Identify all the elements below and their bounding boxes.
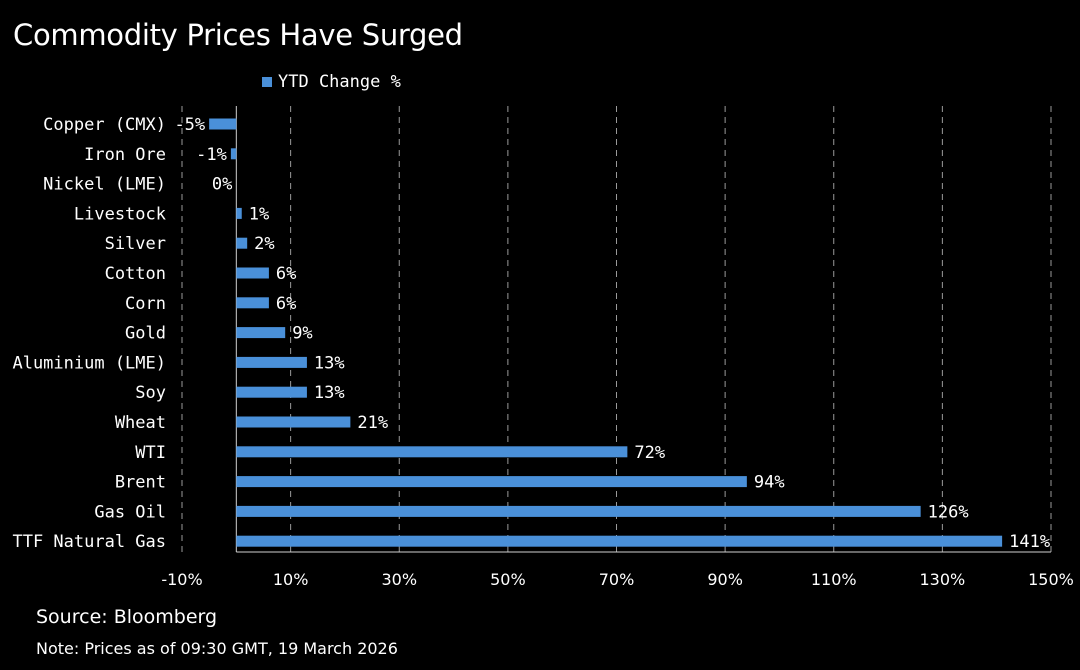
category-label: Nickel (LME) — [43, 175, 166, 195]
chart-legend: YTD Change % — [262, 72, 401, 92]
category-label: Soy — [135, 383, 166, 403]
chart-title: Commodity Prices Have Surged — [13, 18, 463, 52]
data-label: 21% — [357, 413, 388, 433]
category-label: Copper (CMX) — [43, 115, 166, 135]
category-label: Cotton — [105, 264, 166, 284]
bar — [236, 446, 628, 458]
data-label: 6% — [276, 294, 296, 314]
data-label: 94% — [754, 473, 785, 493]
x-tick-label: 30% — [381, 570, 417, 589]
bar — [236, 207, 242, 219]
category-label: Gas Oil — [94, 502, 166, 522]
bar — [236, 535, 1003, 547]
data-label: 126% — [928, 502, 969, 522]
x-tick-label: 10% — [273, 570, 309, 589]
data-label: 13% — [314, 353, 345, 373]
data-label: -5% — [174, 115, 205, 135]
x-tick-label: 70% — [599, 570, 635, 589]
bar — [230, 148, 237, 160]
legend-label: YTD Change % — [278, 72, 401, 92]
data-label: 141% — [1009, 532, 1050, 552]
category-label: Aluminium (LME) — [12, 353, 166, 373]
category-label: Wheat — [115, 413, 166, 433]
bar — [236, 416, 351, 428]
bar — [236, 327, 286, 339]
bar-chart: -10% 10% 30% 50% 70% 90% 110% 130% 150% Copper (C… — [12, 106, 1074, 589]
data-label: 0% — [212, 175, 232, 195]
category-label: Silver — [105, 234, 166, 254]
data-label: 13% — [314, 383, 345, 403]
category-label: Brent — [115, 473, 166, 493]
x-tick-label: -10% — [161, 570, 202, 589]
x-tick-label: 110% — [811, 570, 857, 589]
category-label: Gold — [125, 324, 166, 344]
x-tick-label: 150% — [1028, 570, 1074, 589]
data-label: 6% — [276, 264, 296, 284]
bar — [236, 356, 307, 368]
bar — [236, 505, 921, 517]
bar — [236, 267, 269, 279]
category-label: Iron Ore — [84, 145, 166, 165]
data-label: 72% — [634, 443, 665, 463]
legend-swatch — [262, 77, 272, 87]
data-label: 2% — [254, 234, 274, 254]
data-label: -1% — [196, 145, 227, 165]
source-text: Source: Bloomberg — [36, 606, 218, 628]
bar — [236, 237, 248, 249]
x-tick-label: 130% — [920, 570, 966, 589]
bar — [209, 118, 237, 130]
note-text: Note: Prices as of 09:30 GMT, 19 March 2… — [36, 639, 398, 658]
x-tick-label: 50% — [490, 570, 526, 589]
data-label: 1% — [249, 204, 269, 224]
category-label: WTI — [135, 443, 166, 463]
category-label: TTF Natural Gas — [12, 532, 166, 552]
data-label: 9% — [292, 324, 312, 344]
bar — [236, 297, 269, 309]
bar — [236, 386, 307, 398]
x-tick-label: 90% — [707, 570, 743, 589]
category-label: Livestock — [74, 204, 166, 224]
bar — [236, 476, 747, 488]
category-label: Corn — [125, 294, 166, 314]
